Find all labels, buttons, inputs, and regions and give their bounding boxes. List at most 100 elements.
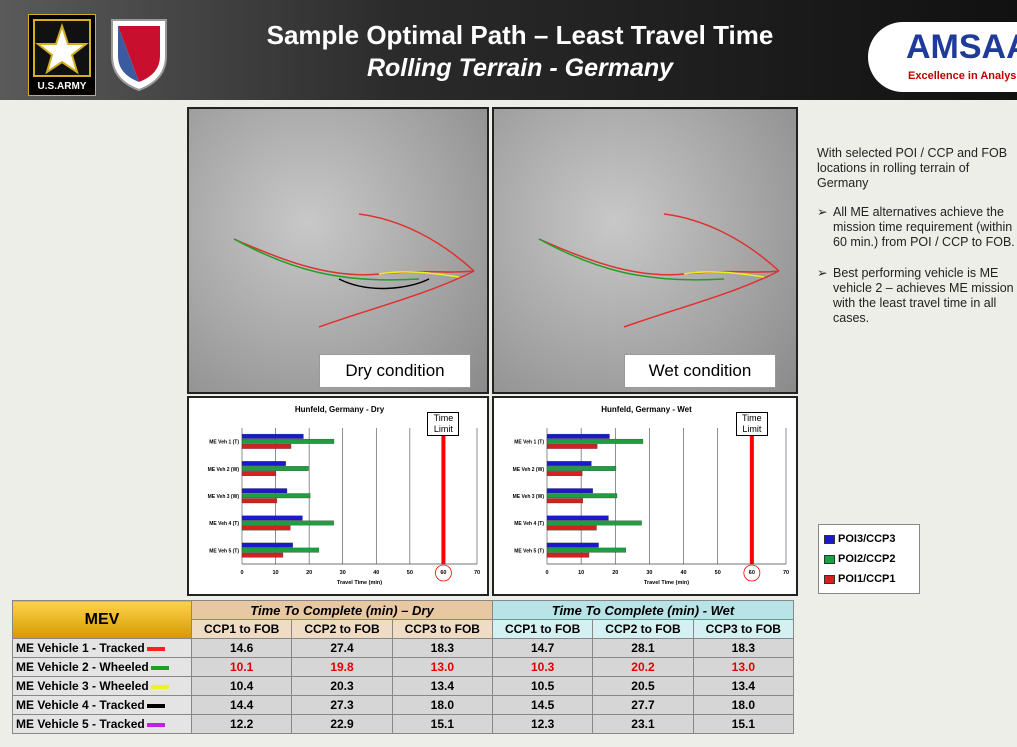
map-wet: Wet condition <box>492 107 798 394</box>
x-axis-label: Travel Time (min) <box>337 580 382 586</box>
table-cell: 15.1 <box>391 714 493 734</box>
bar <box>241 488 288 494</box>
x-tick-label: 50 <box>407 570 413 576</box>
table-corner: MEV <box>12 600 192 639</box>
bar <box>546 515 609 521</box>
x-tick-label: 20 <box>306 570 312 576</box>
table-cell: 20.5 <box>592 676 694 696</box>
x-tick-label: 0 <box>240 570 243 576</box>
table-cell: 15.1 <box>692 714 795 734</box>
y-tick-label: ME Veh 3 (W) <box>513 494 545 500</box>
bar <box>241 552 284 558</box>
route-swatch <box>150 665 169 670</box>
x-tick-label: 70 <box>474 570 480 576</box>
shield-logo <box>111 19 167 92</box>
table-cell: 10.5 <box>491 676 594 696</box>
table-cell: 14.7 <box>491 638 594 658</box>
table-cell: 13.4 <box>692 676 795 696</box>
bar <box>241 466 309 471</box>
legend-entry: POI3/CCP3 <box>824 529 914 549</box>
y-tick-label: ME Veh 4 (T) <box>514 521 544 527</box>
table-cell: 27.7 <box>592 695 694 715</box>
table-cell: 18.3 <box>692 638 795 658</box>
bar <box>241 525 291 531</box>
table-row: ME Vehicle 3 - Wheeled 10.4 20.3 13.4 10.5 20… <box>12 676 795 696</box>
y-tick-label: ME Veh 1 (T) <box>209 440 239 446</box>
table-cell: 12.3 <box>491 714 594 734</box>
bar <box>546 488 593 494</box>
map-dry: Dry condition <box>187 107 489 394</box>
vehicle-name: ME Vehicle 4 - Tracked <box>16 698 145 712</box>
x-tick-label: 0 <box>545 570 548 576</box>
bar <box>546 498 583 504</box>
bar <box>546 471 583 476</box>
table-cell: 28.1 <box>592 638 694 658</box>
bar <box>241 520 334 526</box>
bar <box>546 542 599 548</box>
row-header: ME Vehicle 3 - Wheeled <box>12 676 192 696</box>
table-cell: 14.6 <box>190 638 293 658</box>
y-tick-label: ME Veh 5 (T) <box>209 548 239 554</box>
bar <box>241 493 311 499</box>
route-lines <box>233 213 475 328</box>
bar <box>546 443 598 449</box>
bar <box>241 498 278 504</box>
chart-title: Hunfeld, Germany - Wet <box>601 405 692 414</box>
route-swatch <box>146 722 165 727</box>
bar <box>241 438 335 444</box>
table-cell: 20.3 <box>291 676 393 696</box>
route-swatch <box>146 646 165 651</box>
x-tick-label: 70 <box>783 570 789 576</box>
route-swatch <box>146 703 165 708</box>
table-cell: 10.3 <box>491 657 594 677</box>
x-tick-label: 60 <box>749 570 755 576</box>
chart-dry: Hunfeld, Germany - Dry 0 10 20 30 40 50 60 70 Tra… <box>187 396 489 596</box>
limit-circle <box>743 564 761 582</box>
x-tick-label: 10 <box>578 570 584 576</box>
limit-label: Time Limit <box>427 412 460 436</box>
x-tick-label: 10 <box>273 570 279 576</box>
legend-swatch <box>824 574 835 584</box>
table-row: ME Vehicle 5 - Tracked 12.2 22.9 15.1 12.3 23… <box>12 714 795 734</box>
bar <box>546 547 627 553</box>
bar <box>241 471 277 476</box>
column-header: CCP1 to FOB <box>190 619 293 639</box>
group-header: Time To Complete (min) - Wet <box>491 600 795 620</box>
header-bar: U.S.ARMY Sample Optimal Path – Least Tra… <box>0 0 1017 100</box>
x-axis-label: Travel Time (min) <box>644 580 689 586</box>
limit-label: Time Limit <box>735 412 768 436</box>
bar <box>241 542 293 548</box>
subtitle: Rolling Terrain - Germany <box>366 54 674 82</box>
limit-circle <box>435 564 452 582</box>
x-tick-label: 40 <box>373 570 379 576</box>
bar <box>546 525 597 531</box>
legend-swatch <box>824 534 835 544</box>
army-logo-text: U.S.ARMY <box>38 81 87 92</box>
bar <box>241 443 292 449</box>
x-tick-label: 30 <box>646 570 652 576</box>
table-row: ME Vehicle 4 - Tracked 14.4 27.3 18.0 14.5 27… <box>12 695 795 715</box>
x-tick-label: 60 <box>440 570 446 576</box>
x-tick-label: 20 <box>612 570 618 576</box>
bar <box>546 438 644 444</box>
y-tick-label: ME Veh 5 (T) <box>514 548 544 554</box>
route-swatch <box>150 684 169 689</box>
bullet: All ME alternatives achieve the mission … <box>817 205 1017 250</box>
table-cell: 22.9 <box>291 714 393 734</box>
route-lines <box>538 213 780 328</box>
bar <box>241 461 286 466</box>
table-cell: 14.5 <box>491 695 594 715</box>
bar <box>241 433 304 439</box>
vehicle-name: ME Vehicle 3 - Wheeled <box>16 679 149 693</box>
legend-entry: POI1/CCP1 <box>824 569 914 589</box>
amsaa-logo-text: AMSAA <box>906 28 1017 66</box>
row-header: ME Vehicle 2 - Wheeled <box>12 657 192 677</box>
title: Sample Optimal Path – Least Travel Time <box>266 20 774 50</box>
x-tick-label: 40 <box>681 570 687 576</box>
table-row: ME Vehicle 2 - Wheeled 10.1 19.8 13.0 10.3 20… <box>12 657 795 677</box>
group-header: Time To Complete (min) – Dry <box>191 600 493 620</box>
chart-title: Hunfeld, Germany - Dry <box>295 405 385 414</box>
x-tick-label: 30 <box>340 570 346 576</box>
map-caption: Wet condition <box>624 354 776 388</box>
